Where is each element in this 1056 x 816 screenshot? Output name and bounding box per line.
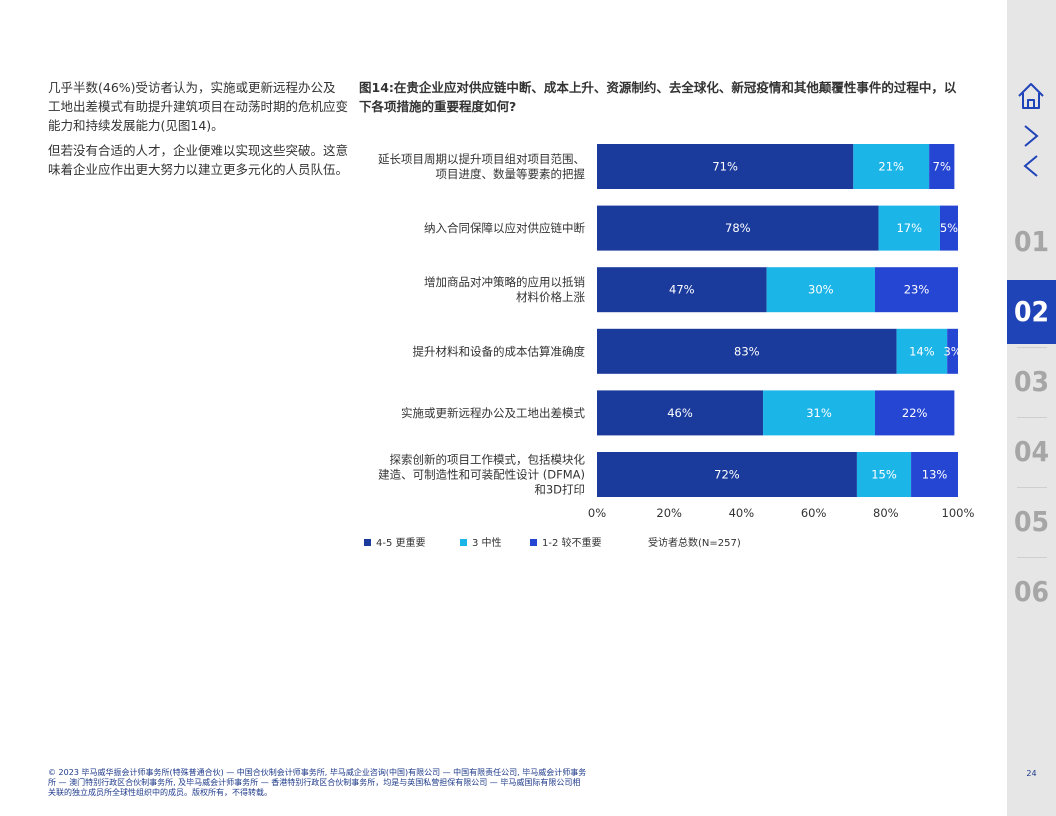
legend-label: 1-2 较不重要	[542, 536, 602, 549]
bar-segment	[929, 144, 955, 189]
intro-paragraph-1: 几乎半数(46%)受访者认为，实施或更新远程办公及工地出差模式有助提升建筑项目在…	[48, 80, 349, 133]
section-tab-06[interactable]: 06	[1013, 575, 1050, 608]
data-label: 15%	[871, 468, 897, 482]
bar-segment	[597, 144, 854, 189]
section-divider	[1017, 487, 1047, 488]
category-label: 延长项目周期以提升项目组对项目范围、	[378, 152, 585, 166]
bar-segment	[939, 205, 958, 251]
section-sidebar: 01 02 03 04 05 06 24	[1007, 0, 1056, 816]
x-tick-label: 40%	[729, 506, 755, 520]
section-tab-03[interactable]: 03	[1013, 365, 1050, 398]
bar-segment	[597, 205, 879, 251]
section-tab-01[interactable]: 01	[1013, 225, 1050, 258]
data-label: 5%	[940, 221, 958, 235]
intro-paragraph-2: 但若没有合适的人才，企业便难以实现这些突破。这意味着企业应作出更大努力以建立更多…	[48, 143, 349, 177]
bar-segment	[766, 267, 875, 313]
copyright-footer: © 2023 毕马威华振会计师事务所(特殊普通合伙) — 中国合伙制会计师事务所…	[48, 768, 587, 797]
x-tick-label: 20%	[656, 506, 682, 520]
legend-swatch	[460, 539, 467, 546]
data-label: 46%	[667, 406, 693, 420]
x-tick-label: 80%	[873, 506, 899, 520]
bar-segment	[597, 328, 897, 374]
legend-label: 4-5 更重要	[376, 536, 426, 549]
bar-segment	[597, 452, 857, 497]
data-label: 3%	[943, 344, 961, 358]
category-label: 增加商品对冲策略的应用以抵销	[424, 275, 585, 289]
bar-segment	[947, 328, 958, 374]
bar-segment	[896, 328, 948, 374]
data-label: 71%	[712, 160, 738, 174]
x-tick-label: 0%	[588, 506, 606, 520]
bar-segment	[763, 390, 875, 436]
next-page-icon[interactable]	[1015, 120, 1047, 152]
x-tick-label: 60%	[801, 506, 827, 520]
chart-title: 图14:在贵企业应对供应链中断、成本上升、资源制约、去全球化、新冠疫情和其他颠覆…	[359, 80, 957, 114]
section-tab-02[interactable]: 02	[1007, 280, 1056, 344]
page-number: 24	[1026, 769, 1037, 778]
legend-swatch	[530, 539, 537, 546]
bar-segment	[878, 205, 940, 251]
category-label: 提升材料和设备的成本估算准确度	[413, 344, 586, 358]
data-label: 83%	[734, 344, 760, 358]
data-label: 17%	[896, 221, 922, 235]
section-divider	[1017, 557, 1047, 558]
section-divider	[1017, 417, 1047, 418]
bar-segment	[911, 452, 958, 497]
data-label: 22%	[902, 406, 928, 420]
data-label: 30%	[808, 283, 834, 297]
category-label: 建造、可制造性和可装配性设计 (DFMA)	[378, 468, 585, 482]
data-label: 14%	[909, 344, 935, 358]
bar-segment	[597, 390, 764, 436]
data-label: 13%	[922, 468, 948, 482]
category-label: 项目进度、数量等要素的把握	[436, 167, 586, 181]
previous-page-icon[interactable]	[1015, 150, 1047, 182]
x-tick-label: 100%	[942, 506, 975, 520]
category-label: 材料价格上涨	[516, 290, 585, 304]
data-label: 72%	[714, 468, 740, 482]
category-label: 实施或更新远程办公及工地出差模式	[401, 406, 585, 420]
stacked-bar-chart: 延长项目周期以提升项目组对项目范围、项目进度、数量等要素的把握 71% 21% 7% 纳…	[364, 144, 975, 549]
data-label: 7%	[933, 160, 951, 174]
intro-text: 几乎半数(46%)受访者认为，实施或更新远程办公及工地出差模式有助提升建筑项目在…	[48, 78, 348, 185]
category-label: 纳入合同保障以应对供应链中断	[424, 221, 585, 235]
data-label: 31%	[806, 406, 832, 420]
data-label: 78%	[725, 221, 751, 235]
section-tab-05[interactable]: 05	[1013, 505, 1050, 538]
data-label: 23%	[904, 283, 930, 297]
legend-label: 3 中性	[472, 536, 502, 549]
section-divider	[1017, 347, 1047, 348]
bar-segment	[597, 267, 767, 313]
respondent-count-note: 受访者总数(N=257)	[648, 536, 741, 549]
home-icon[interactable]	[1015, 80, 1047, 112]
bar-segment	[874, 390, 955, 436]
section-tab-04[interactable]: 04	[1013, 435, 1050, 468]
data-label: 21%	[878, 160, 904, 174]
category-label: 和3D打印	[534, 483, 585, 497]
bar-segment	[853, 144, 930, 189]
bar-segment	[856, 452, 912, 497]
category-label: 探索创新的项目工作模式，包括模块化	[390, 453, 586, 467]
legend-swatch	[364, 539, 371, 546]
bar-segment	[874, 267, 958, 313]
data-label: 47%	[669, 283, 695, 297]
